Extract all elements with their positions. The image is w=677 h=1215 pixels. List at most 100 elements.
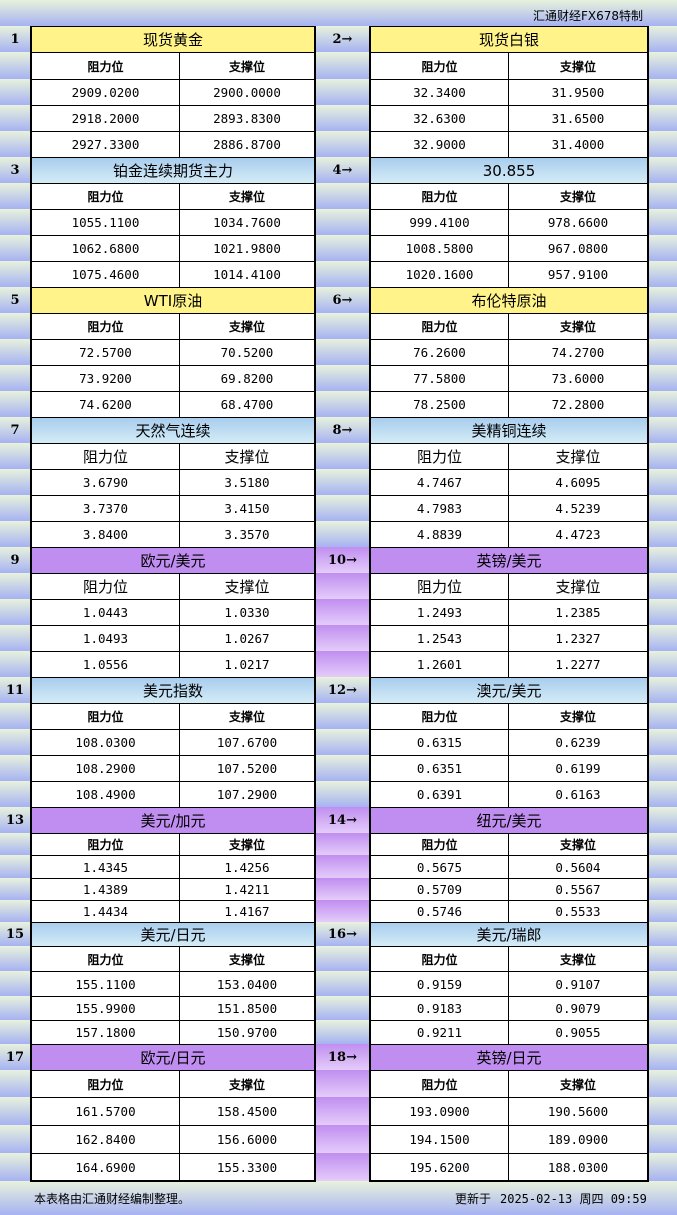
support-value: 1034.7600 <box>180 209 316 235</box>
support-value: 1014.4100 <box>180 261 316 287</box>
resistance-value: 1.2601 <box>369 651 509 677</box>
section-number <box>316 521 369 547</box>
resistance-header: 阻力位 <box>30 443 180 469</box>
section-title-row: 5 6→ WTI原油 布伦特原油 <box>0 287 677 313</box>
resistance-value: 76.2600 <box>369 339 509 365</box>
support-value: 0.9079 <box>509 996 649 1020</box>
table-row: 108.0300 107.6700 0.6315 0.6239 <box>0 729 677 755</box>
resistance-header: 阻力位 <box>30 703 180 729</box>
support-header: 支撑位 <box>180 183 316 209</box>
section-number <box>0 625 30 651</box>
resistance-header: 阻力位 <box>369 183 509 209</box>
support-header: 支撑位 <box>180 573 316 599</box>
section-number <box>0 52 30 79</box>
support-value: 158.4500 <box>180 1097 316 1125</box>
section-number: 3 <box>10 162 20 178</box>
support-value: 73.6000 <box>509 365 649 391</box>
resistance-header: 阻力位 <box>30 183 180 209</box>
section-number <box>0 261 30 287</box>
section-number: 17 <box>5 1049 25 1065</box>
resistance-header: 阻力位 <box>30 1070 180 1097</box>
section-number <box>316 495 369 521</box>
support-value: 4.6095 <box>509 469 649 495</box>
instrument-title: 澳元/美元 <box>369 677 649 703</box>
support-value: 72.2800 <box>509 391 649 417</box>
resistance-value: 0.5746 <box>369 900 509 922</box>
support-value: 1.2327 <box>509 625 649 651</box>
support-header: 支撑位 <box>180 52 316 79</box>
section-number: 1 <box>10 31 20 47</box>
section-number <box>0 573 30 599</box>
table-row: 1062.6800 1021.9800 1008.5800 967.0800 <box>0 235 677 261</box>
resistance-value: 1.0493 <box>30 625 180 651</box>
column-header-row: 阻力位 支撑位 阻力位 支撑位 <box>0 443 677 469</box>
section-number: 7 <box>10 422 20 438</box>
instrument-title: 英镑/日元 <box>369 1044 649 1070</box>
support-value: 3.5180 <box>180 469 316 495</box>
instrument-title: 纽元/美元 <box>369 807 649 833</box>
section-number <box>316 365 369 391</box>
support-value: 2900.0000 <box>180 79 316 105</box>
section-number <box>0 365 30 391</box>
table-row: 1075.4600 1014.4100 1020.1600 957.9100 <box>0 261 677 287</box>
resistance-value: 157.1800 <box>30 1020 180 1044</box>
section-number <box>316 391 369 417</box>
resistance-value: 108.4900 <box>30 781 180 807</box>
resistance-value: 32.9000 <box>369 131 509 157</box>
resistance-header: 阻力位 <box>30 573 180 599</box>
resistance-value: 1.4434 <box>30 900 180 922</box>
resistance-value: 0.5675 <box>369 855 509 878</box>
support-value: 31.6500 <box>509 105 649 131</box>
resistance-value: 2909.0200 <box>30 79 180 105</box>
section-number <box>316 469 369 495</box>
table-row: 1.4434 1.4167 0.5746 0.5533 <box>0 900 677 922</box>
section-number <box>316 703 369 729</box>
instrument-title: 现货黄金 <box>30 26 316 52</box>
section-title-row: 9 10→ 欧元/美元 英镑/美元 <box>0 547 677 573</box>
support-value: 1.0217 <box>180 651 316 677</box>
resistance-value: 108.0300 <box>30 729 180 755</box>
support-header: 支撑位 <box>509 443 649 469</box>
resistance-value: 1.4389 <box>30 878 180 900</box>
table-row: 155.9900 151.8500 0.9183 0.9079 <box>0 996 677 1020</box>
section-number <box>0 495 30 521</box>
column-header-row: 阻力位 支撑位 阻力位 支撑位 <box>0 183 677 209</box>
resistance-value: 32.6300 <box>369 105 509 131</box>
column-header-row: 阻力位 支撑位 阻力位 支撑位 <box>0 573 677 599</box>
instrument-title: 铂金连续期货主力 <box>30 157 316 183</box>
resistance-value: 0.6315 <box>369 729 509 755</box>
resistance-value: 1.0556 <box>30 651 180 677</box>
support-header: 支撑位 <box>509 703 649 729</box>
support-value: 0.5533 <box>509 900 649 922</box>
support-value: 70.5200 <box>180 339 316 365</box>
table-row: 108.2900 107.5200 0.6351 0.6199 <box>0 755 677 781</box>
section-number <box>316 878 369 900</box>
support-value: 107.6700 <box>180 729 316 755</box>
section-number <box>0 209 30 235</box>
support-value: 1.0267 <box>180 625 316 651</box>
section-number <box>316 781 369 807</box>
instrument-title: 美元/瑞郎 <box>369 922 649 946</box>
section-number <box>0 946 30 971</box>
section-number <box>0 131 30 157</box>
section-number: 11 <box>5 682 25 698</box>
section-number <box>316 52 369 79</box>
section-number: 5 <box>10 292 20 308</box>
section-number <box>316 625 369 651</box>
resistance-value: 155.1100 <box>30 971 180 996</box>
section-number: 4→ <box>332 162 353 178</box>
section-number: 9 <box>10 552 20 568</box>
support-value: 150.9700 <box>180 1020 316 1044</box>
footer-note: 本表格由汇通财经编制整理。 <box>34 1192 191 1206</box>
instrument-title: 欧元/日元 <box>30 1044 316 1070</box>
instrument-title: 30.855 <box>369 157 649 183</box>
table-row: 1.0556 1.0217 1.2601 1.2277 <box>0 651 677 677</box>
section-number <box>0 1125 30 1153</box>
section-number <box>0 599 30 625</box>
resistance-value: 0.6351 <box>369 755 509 781</box>
support-value: 188.0300 <box>509 1153 649 1181</box>
instrument-title: 英镑/美元 <box>369 547 649 573</box>
table-row: 1055.1100 1034.7600 999.4100 978.6600 <box>0 209 677 235</box>
section-number <box>316 1125 369 1153</box>
support-value: 978.6600 <box>509 209 649 235</box>
